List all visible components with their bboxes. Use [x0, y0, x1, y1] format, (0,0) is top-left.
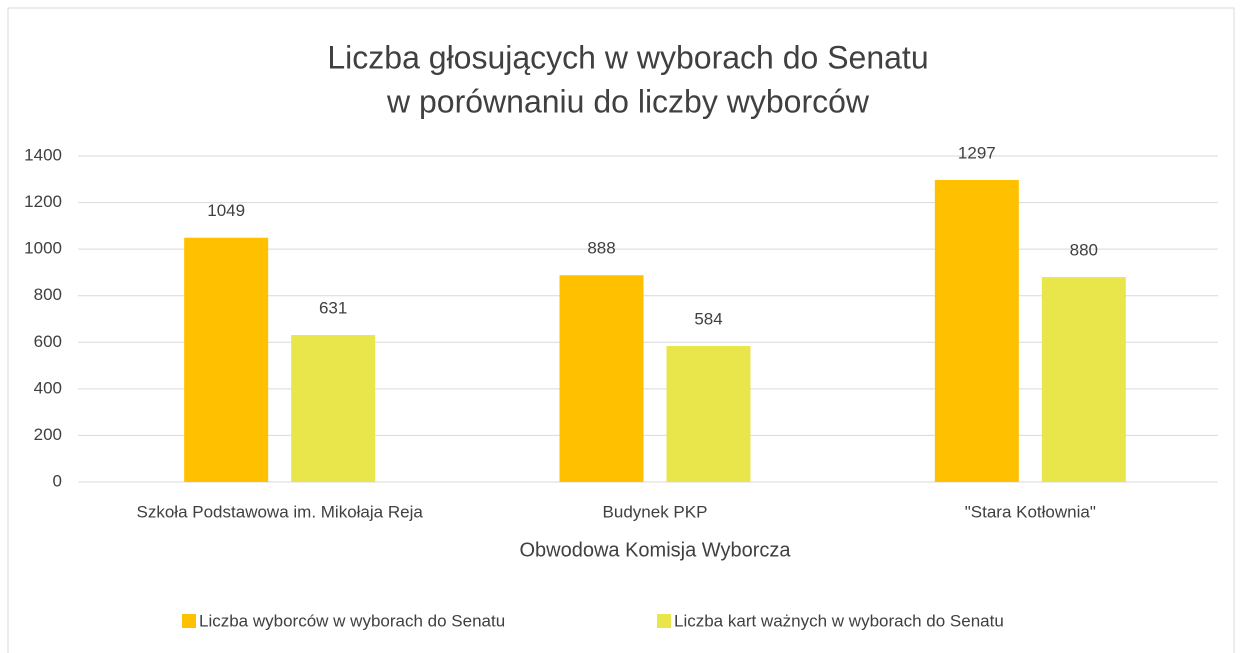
data-label: 880 [1070, 241, 1098, 260]
y-tick-label: 1200 [24, 192, 62, 211]
bar [934, 179, 1019, 482]
data-label: 1297 [958, 143, 996, 162]
data-label: 584 [694, 309, 722, 328]
x-axis-label: Obwodowa Komisja Wyborcza [519, 539, 791, 561]
bar [1041, 277, 1126, 482]
bar [666, 346, 751, 482]
y-tick-label: 200 [34, 425, 62, 444]
y-tick-label: 0 [53, 471, 62, 490]
bar [559, 275, 644, 482]
bar [184, 237, 269, 482]
data-label: 631 [319, 299, 347, 318]
data-label: 1049 [207, 201, 245, 220]
legend-swatch [182, 614, 196, 628]
y-tick-label: 1000 [24, 239, 62, 258]
x-tick-label: Szkoła Podstawowa im. Mikołaja Reja [137, 502, 424, 521]
x-tick-label: Budynek PKP [603, 502, 708, 521]
chart-title: Liczba głosujących w wyborach do Senatu [327, 39, 928, 75]
legend-label: Liczba wyborców w wyborach do Senatu [199, 611, 505, 630]
y-tick-label: 1400 [24, 145, 62, 164]
bar [291, 335, 376, 482]
legend-label: Liczba kart ważnych w wyborach do Senatu [674, 611, 1004, 630]
y-tick-label: 400 [34, 378, 62, 397]
x-tick-label: "Stara Kotłownia" [965, 502, 1096, 521]
y-tick-label: 800 [34, 285, 62, 304]
data-label: 888 [587, 239, 615, 258]
chart-title: w porównaniu do liczby wyborców [386, 83, 870, 119]
legend-swatch [657, 614, 671, 628]
y-tick-label: 600 [34, 332, 62, 351]
